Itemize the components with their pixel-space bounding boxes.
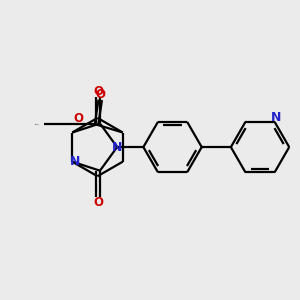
Text: O: O [94, 196, 103, 209]
Text: O: O [74, 112, 84, 125]
Text: O: O [94, 85, 103, 98]
Text: N: N [271, 111, 281, 124]
Text: N: N [112, 141, 122, 154]
Text: methyl: methyl [34, 124, 39, 125]
Text: N: N [69, 155, 80, 168]
Text: O: O [95, 88, 105, 100]
